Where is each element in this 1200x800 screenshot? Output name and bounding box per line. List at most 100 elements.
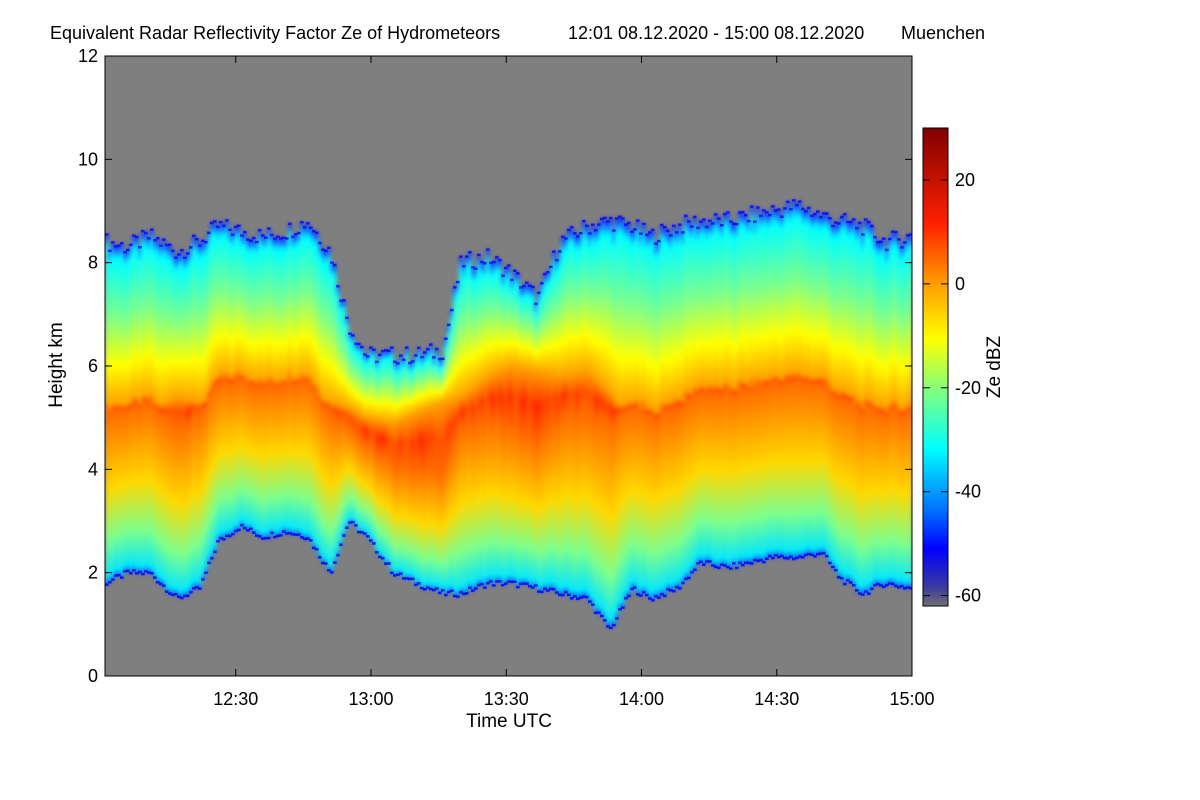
cloud-base-edge xyxy=(270,531,274,535)
cloud-top-edge xyxy=(840,215,844,219)
cloud-top-edge xyxy=(141,229,145,233)
cloud-top-edge xyxy=(231,233,235,237)
reflectivity-column xyxy=(471,267,475,591)
cloud-base-edge xyxy=(612,623,616,627)
reflectivity-column xyxy=(780,216,784,556)
reflectivity-column xyxy=(180,250,184,598)
reflectivity-column xyxy=(480,262,484,584)
cloud-base-edge xyxy=(576,597,580,601)
cloud-top-edge xyxy=(498,258,502,262)
cloud-base-edge xyxy=(234,529,238,533)
reflectivity-column xyxy=(567,230,571,595)
reflectivity-column xyxy=(447,325,451,592)
cloud-base-edge xyxy=(618,608,622,611)
cloud-top-edge xyxy=(357,342,361,346)
cloud-top-edge xyxy=(138,245,142,249)
cloud-top-edge xyxy=(489,261,493,265)
cloud-top-edge xyxy=(555,258,559,262)
cloud-top-edge xyxy=(504,266,508,270)
cloud-top-edge xyxy=(888,237,892,241)
cloud-base-edge xyxy=(573,594,577,598)
x-tick-label: 14:30 xyxy=(754,689,799,709)
cloud-base-edge xyxy=(366,535,370,538)
cloud-base-edge xyxy=(390,571,394,575)
cloud-base-edge xyxy=(147,571,151,574)
reflectivity-column xyxy=(861,234,865,595)
cloud-top-edge xyxy=(147,237,151,240)
cloud-top-edge xyxy=(285,237,289,240)
cloud-top-edge xyxy=(348,332,352,335)
cloud-base-edge xyxy=(756,559,760,563)
cloud-top-edge xyxy=(750,205,754,208)
cloud-top-edge xyxy=(723,212,727,216)
cloud-base-edge xyxy=(849,581,853,584)
cloud-top-edge xyxy=(243,230,247,234)
cloud-base-edge xyxy=(327,569,331,572)
cloud-top-edge xyxy=(522,284,526,288)
reflectivity-column xyxy=(597,224,601,613)
cloud-top-edge xyxy=(666,229,670,233)
reflectivity-column xyxy=(681,232,685,583)
cloud-base-edge xyxy=(564,590,568,594)
reflectivity-column xyxy=(813,214,817,557)
chart-time-range: 12:01 08.12.2020 - 15:00 08.12.2020 xyxy=(568,23,864,43)
cloud-base-edge xyxy=(300,536,304,539)
y-tick-label: 6 xyxy=(88,356,98,376)
cloud-top-edge xyxy=(447,323,451,327)
y-tick-label: 4 xyxy=(88,459,98,479)
reflectivity-column xyxy=(840,217,844,579)
cloud-base-edge xyxy=(540,590,544,594)
cloud-base-edge xyxy=(696,562,700,565)
cloud-top-edge xyxy=(768,213,772,217)
cloud-base-edge xyxy=(108,580,112,584)
cloud-top-edge xyxy=(828,217,832,220)
reflectivity-column xyxy=(759,216,763,560)
reflectivity-column xyxy=(849,222,853,583)
cloud-top-edge xyxy=(891,230,895,233)
cloud-top-edge xyxy=(774,209,778,212)
cloud-base-edge xyxy=(183,594,187,598)
cloud-base-edge xyxy=(645,593,649,597)
reflectivity-column xyxy=(585,226,589,597)
reflectivity-column xyxy=(684,216,688,579)
cloud-base-edge xyxy=(330,571,334,574)
cloud-top-edge xyxy=(693,215,697,219)
cloud-base-edge xyxy=(621,606,625,609)
cloud-top-edge xyxy=(309,226,313,230)
reflectivity-column xyxy=(405,347,409,579)
cloud-base-edge xyxy=(750,562,754,565)
reflectivity-column xyxy=(564,238,568,592)
reflectivity-column xyxy=(369,347,373,541)
reflectivity-column xyxy=(750,206,754,564)
cloud-top-edge xyxy=(585,224,589,228)
reflectivity-column xyxy=(816,211,820,554)
cloud-base-edge xyxy=(243,526,247,530)
cloud-base-edge xyxy=(165,590,169,593)
reflectivity-column xyxy=(198,245,202,589)
cloud-base-edge xyxy=(768,554,772,558)
x-tick-label: 12:30 xyxy=(213,689,258,709)
reflectivity-column xyxy=(666,231,670,590)
reflectivity-column xyxy=(294,234,298,535)
cloud-base-edge xyxy=(378,555,382,559)
reflectivity-column xyxy=(633,229,637,588)
reflectivity-column xyxy=(765,212,769,559)
reflectivity-column xyxy=(219,222,223,538)
cloud-base-edge xyxy=(231,532,235,536)
cloud-top-edge xyxy=(315,231,319,235)
cloud-top-edge xyxy=(852,218,856,221)
reflectivity-column xyxy=(510,280,514,582)
cloud-top-edge xyxy=(225,219,229,222)
cloud-top-edge xyxy=(297,231,301,235)
cloud-base-edge xyxy=(459,590,463,594)
reflectivity-column xyxy=(528,286,532,586)
reflectivity-column xyxy=(504,268,508,584)
cloud-top-edge xyxy=(744,213,748,217)
cloud-base-edge xyxy=(438,591,442,595)
cloud-top-edge xyxy=(468,251,472,254)
cloud-top-edge xyxy=(420,355,424,359)
cloud-top-edge xyxy=(402,358,406,361)
reflectivity-column xyxy=(621,218,625,608)
cloud-base-edge xyxy=(762,560,766,564)
cloud-base-edge xyxy=(774,554,778,557)
